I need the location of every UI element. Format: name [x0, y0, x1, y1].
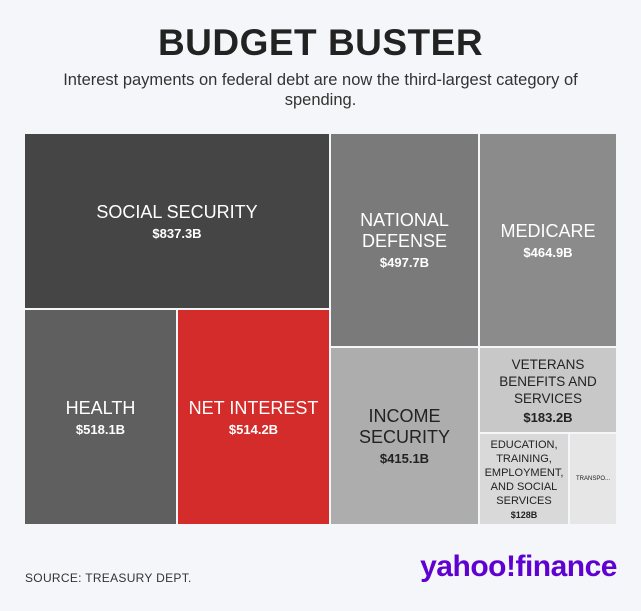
yahoo-finance-logo: yahoo!finance [420, 550, 617, 583]
tile-value: $183.2B [523, 409, 573, 425]
tile-value: $415.1B [379, 451, 430, 466]
source-note: SOURCE: TREASURY DEPT. [25, 571, 192, 585]
tile-value: $464.9B [523, 244, 573, 260]
tile-education: EDUCATION, TRAINING, EMPLOYMENT, AND SOC… [479, 433, 569, 525]
tile-health: HEALTH $518.1B [24, 309, 177, 525]
tile-label: EDUCATION, TRAINING, EMPLOYMENT, AND SOC… [484, 439, 564, 507]
tile-medicare: MEDICARE $464.9B [479, 133, 617, 347]
tile-value: $837.3B [152, 225, 202, 241]
tile-transportation: TRANSPO... [569, 433, 617, 525]
tile-label: VETERANS BENEFITS AND SERVICES [499, 356, 597, 406]
tile-label: NATIONAL DEFENSE [360, 210, 449, 251]
tile-label: INCOME SECURITY [358, 406, 450, 447]
tile-net-interest: NET INTEREST $514.2B [177, 309, 330, 525]
tile-value: $128B [510, 510, 538, 520]
chart-subtitle: Interest payments on federal debt are no… [63, 71, 578, 109]
tile-income-security: INCOME SECURITY $415.1B [330, 347, 479, 525]
treemap: SOCIAL SECURITY $837.3B HEALTH $518.1B N… [24, 133, 617, 525]
tile-value: $514.2B [228, 421, 279, 437]
tile-label: MEDICARE [500, 220, 596, 241]
chart-title: BUDGET BUSTER [157, 22, 484, 63]
tile-label: TRANSPO... [575, 476, 610, 482]
tile-social-security: SOCIAL SECURITY $837.3B [24, 133, 330, 309]
tile-national-defense: NATIONAL DEFENSE $497.7B [330, 133, 479, 347]
tile-label: NET INTEREST [188, 397, 319, 418]
tile-value: $518.1B [75, 421, 126, 437]
tile-label: SOCIAL SECURITY [96, 201, 258, 222]
tile-label: HEALTH [65, 397, 136, 418]
tile-veterans: VETERANS BENEFITS AND SERVICES $183.2B [479, 347, 617, 433]
tile-value: $497.7B [379, 255, 430, 270]
